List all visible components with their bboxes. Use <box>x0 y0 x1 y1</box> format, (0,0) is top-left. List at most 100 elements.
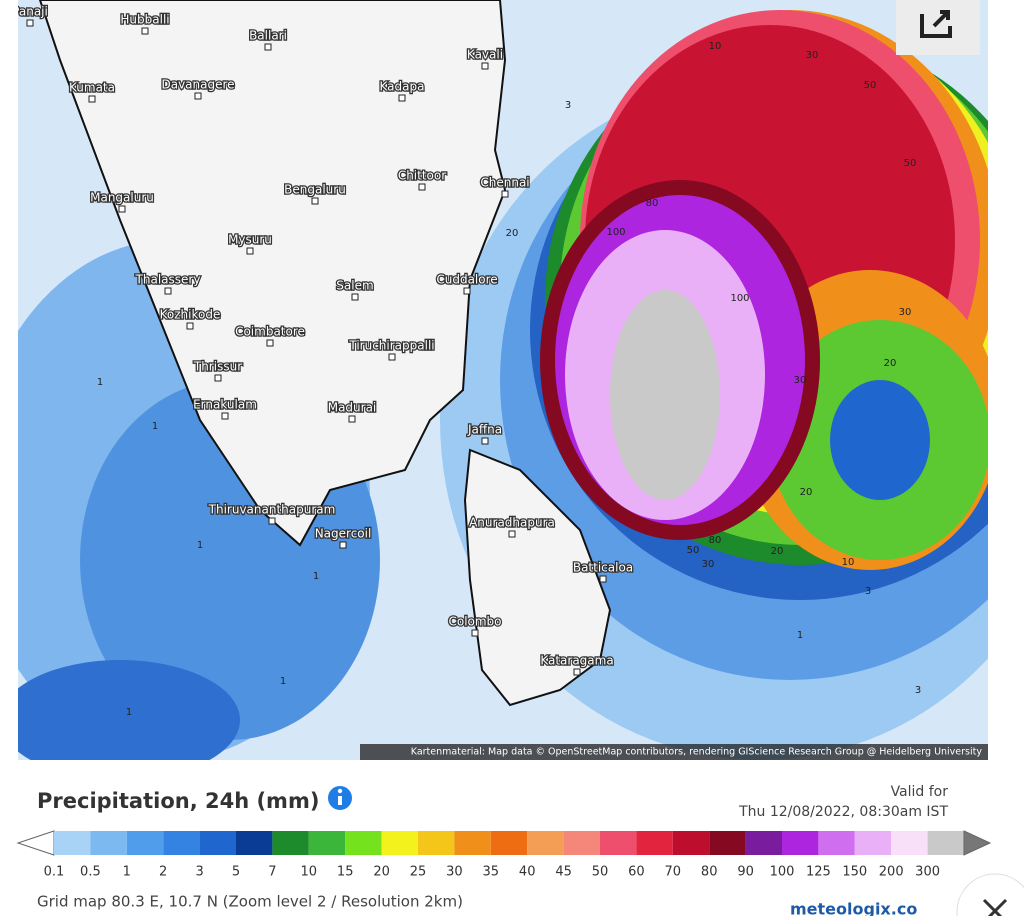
city-marker <box>221 412 229 420</box>
city-label: Salem <box>336 279 373 293</box>
legend-cell <box>381 831 418 855</box>
legend-cell <box>54 831 91 855</box>
legend-label: 1 <box>123 865 131 880</box>
city-label: Ernakulam <box>193 398 257 412</box>
contour-label: 3 <box>865 586 871 597</box>
city-label: Davanagere <box>161 78 234 92</box>
legend-arrow-low <box>16 830 55 856</box>
contour-label: 10 <box>709 41 722 52</box>
contour-label: 30 <box>702 559 715 570</box>
city-marker <box>194 92 202 100</box>
city-label: Anuradhapura <box>469 516 555 530</box>
city-label: Ballari <box>249 29 287 43</box>
city-label: Batticaloa <box>573 561 633 575</box>
legend-label: 35 <box>483 865 500 880</box>
legend-cell <box>490 831 528 855</box>
city-marker <box>481 62 489 70</box>
city-marker <box>164 287 172 295</box>
city-marker <box>26 19 34 27</box>
legend-cell <box>199 831 236 855</box>
city-marker <box>264 43 272 51</box>
legend-label: 125 <box>806 865 831 880</box>
city-label: Thrissur <box>193 360 242 374</box>
valid-time: Thu 12/08/2022, 08:30am IST <box>738 804 948 820</box>
contour-label: 30 <box>806 50 819 61</box>
legend-title: Precipitation, 24h (mm) <box>37 789 319 813</box>
legend-label: 80 <box>701 865 718 880</box>
legend-label: 0.1 <box>44 865 65 880</box>
legend-cell <box>345 831 382 855</box>
contour-label: 1 <box>152 421 158 432</box>
city-label: Kadapa <box>380 80 425 94</box>
land-india <box>38 0 507 547</box>
valid-label: Valid for <box>891 784 949 800</box>
contour-label: 80 <box>646 198 659 209</box>
contour-label: 10 <box>842 557 855 568</box>
city-marker <box>214 374 222 382</box>
attribution: Kartenmaterial: Map data © OpenStreetMap… <box>411 747 983 758</box>
contour-label: 20 <box>884 358 897 369</box>
contour-label: 20 <box>800 487 813 498</box>
city-label: Kozhikode <box>160 308 221 322</box>
legend-cell <box>272 831 309 855</box>
legend-label: 15 <box>337 865 354 880</box>
city-marker <box>311 197 319 205</box>
legend-label: 40 <box>519 865 536 880</box>
legend-label: 20 <box>373 865 390 880</box>
city-label: Tiruchirappalli <box>348 339 434 353</box>
city-marker <box>351 293 359 301</box>
contour-label: 50 <box>864 80 877 91</box>
contour-label: 1 <box>313 571 319 582</box>
share-icon <box>920 10 952 38</box>
contour-label: 1 <box>280 676 286 687</box>
city-label: Kumata <box>69 81 115 95</box>
city-label: Kavali <box>467 48 503 62</box>
city-label: Bengaluru <box>284 183 346 197</box>
legend-label: 50 <box>592 865 609 880</box>
legend-cell <box>745 831 782 855</box>
legend-bar: 0.1 0.5 1 2 3 5 7 10 15 20 25 30 35 40 45 50 60 70 80 90 100… <box>16 830 992 880</box>
city-label: Jaffna <box>467 423 502 437</box>
city-label: Mysuru <box>228 233 272 247</box>
legend-cell <box>927 831 964 855</box>
legend-cell <box>563 831 600 855</box>
city-marker <box>246 247 254 255</box>
close-button[interactable] <box>956 873 1024 920</box>
contour-label: 100 <box>730 293 749 304</box>
contour-label: 1 <box>97 377 103 388</box>
legend-cell <box>418 831 455 855</box>
legend-cell <box>454 831 491 855</box>
legend-cell <box>709 831 746 855</box>
city-label: Coimbatore <box>235 325 305 339</box>
city-label: Madurai <box>328 401 377 415</box>
legend-label: 0.5 <box>80 865 101 880</box>
city-label: Mangaluru <box>90 191 154 205</box>
legend-cell <box>818 831 855 855</box>
legend-label: 70 <box>665 865 682 880</box>
contour-label: 1 <box>126 707 132 718</box>
legend-label: 200 <box>879 865 904 880</box>
share-button[interactable] <box>896 0 980 55</box>
city-marker <box>418 183 426 191</box>
legend-label: 90 <box>737 865 754 880</box>
city-label: Kataragama <box>540 654 613 668</box>
city-marker <box>268 517 276 525</box>
info-glyph <box>338 796 342 805</box>
rain-area <box>18 660 240 760</box>
city-marker <box>118 205 126 213</box>
rain-area <box>830 380 930 500</box>
legend-label: 150 <box>842 865 867 880</box>
legend-label: 7 <box>268 865 276 880</box>
legend-arrow-high <box>963 830 992 856</box>
city-marker <box>348 415 356 423</box>
city-label: Panaji <box>12 5 48 19</box>
legend-label: 10 <box>301 865 318 880</box>
city-marker <box>88 95 96 103</box>
city-label: Nagercoil <box>315 527 372 541</box>
legend-cell <box>527 831 564 855</box>
legend-label: 45 <box>555 865 572 880</box>
legend-cell <box>600 831 637 855</box>
attribution-bg <box>360 744 988 760</box>
